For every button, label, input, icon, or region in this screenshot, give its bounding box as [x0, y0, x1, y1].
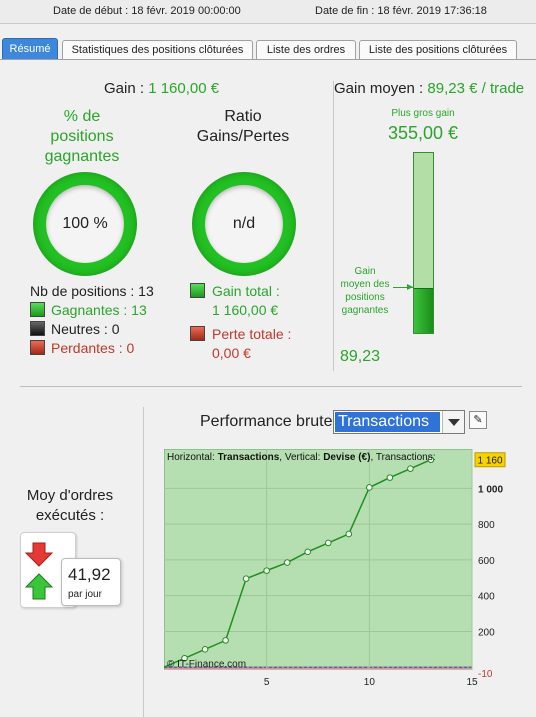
ratio-value: n/d	[205, 185, 283, 263]
gain-gauge	[413, 152, 434, 334]
section-divider	[20, 386, 522, 387]
settings-wrench-icon[interactable]: ✎	[469, 411, 487, 429]
ratio-title: Ratio Gains/Pertes	[196, 108, 290, 145]
performance-chart: 5 10 15 1 000 800 600 400 200 -10 Horizontal: Tra…	[164, 449, 506, 688]
chart-series-line	[164, 459, 432, 668]
avg-caption: Gain moyen des positions gagnantes	[340, 266, 390, 316]
pct-value: 100 %	[46, 185, 124, 263]
chart-header: Horizontal: Transactions, Vertical: Devi…	[167, 452, 435, 463]
chevron-down-icon[interactable]	[442, 411, 464, 433]
gain-total-label: Gain total :	[212, 283, 280, 299]
neutral-count: Neutres : 0	[51, 321, 120, 337]
losing-swatch	[30, 340, 45, 355]
end-date: Date de fin : 18 févr. 2019 17:36:18	[315, 5, 487, 17]
bottom-column-divider	[143, 407, 144, 717]
performance-select-value: Transactions	[335, 412, 440, 432]
performance-select[interactable]: Transactions	[333, 410, 465, 434]
chart-watermark: © IT-Finance.com	[167, 659, 246, 670]
chart-x-tick-label: 15	[466, 677, 478, 688]
plus-gros-value: 355,00 €	[387, 123, 459, 143]
chart-y-tick-label: -10	[478, 669, 493, 680]
gain-value: 1 160,00 €	[148, 80, 220, 97]
nb-positions: Nb de positions : 13	[30, 283, 154, 299]
chart-last-value-badge	[474, 452, 506, 468]
gain-total-swatch	[190, 283, 205, 298]
chart-point	[324, 539, 332, 547]
avg-pointer-line	[393, 287, 413, 288]
chart-point	[283, 559, 291, 566]
tab-liste-positions[interactable]: Liste des positions clôturées	[359, 40, 517, 59]
chart-x-tick-label: 10	[364, 677, 376, 688]
chart-point	[366, 484, 373, 491]
chart-y-tick-label: 1 000	[478, 484, 503, 495]
chart-last-value-label: 1 160	[477, 456, 502, 467]
chart-point	[222, 637, 229, 644]
chart-y-tick-label: 600	[478, 556, 495, 567]
start-date: Date de début : 18 févr. 2019 00:00:00	[53, 5, 241, 17]
chart-point	[345, 530, 353, 538]
perte-total-swatch	[190, 326, 205, 341]
orders-value-card: 41,92 par jour	[61, 558, 121, 606]
avg-pointer-arrow	[407, 284, 413, 290]
resume-panel: Gain : 1 160,00 € % de positions gagnant…	[0, 60, 536, 717]
pct-gauge: 100 %	[33, 172, 137, 276]
gain-moyen: Gain moyen : 89,23 € / trade	[334, 80, 525, 97]
pct-title: % de positions gagnantes	[44, 108, 120, 165]
chart-y-tick-label: 200	[478, 627, 495, 638]
gain-gauge-fill	[414, 287, 433, 333]
perte-total-label: Perte totale :	[212, 326, 292, 342]
plus-gros-label: Plus gros gain	[391, 108, 455, 119]
chart-point	[427, 456, 435, 464]
chart-point	[386, 474, 394, 481]
gain-summary: Gain : 1 160,00 €	[104, 80, 220, 97]
performance-label: Performance brute	[200, 413, 333, 430]
gain-total-value: 1 160,00 €	[212, 302, 279, 318]
perte-total-value: 0,00 €	[212, 345, 251, 361]
date-bar: Date de début : 18 févr. 2019 00:00:00 D…	[0, 0, 536, 24]
orders-arrows-icon	[24, 542, 54, 600]
chart-point	[201, 646, 209, 653]
neutral-swatch	[30, 321, 45, 336]
losing-count: Perdantes : 0	[51, 340, 135, 356]
chart-point	[263, 567, 270, 574]
chart-y-tick-label: 800	[478, 520, 495, 531]
winning-count: Gagnantes : 13	[51, 302, 147, 318]
ratio-gauge: n/d	[192, 172, 296, 276]
chart-point	[242, 575, 250, 582]
orders-unit: par jour	[68, 589, 102, 600]
chart-point	[407, 465, 414, 472]
tab-statistiques[interactable]: Statistiques des positions clôturées	[62, 40, 253, 59]
chart-x-tick-label: 5	[264, 677, 270, 688]
column-divider	[333, 81, 334, 371]
chart-point	[181, 654, 188, 662]
tab-bar: Résumé Statistiques des positions clôtur…	[0, 24, 536, 60]
tab-liste-ordres[interactable]: Liste des ordres	[256, 40, 356, 59]
avg-value: 89,23	[340, 348, 381, 365]
winning-swatch	[30, 302, 45, 317]
tab-resume[interactable]: Résumé	[2, 38, 58, 59]
chart-gain-area	[164, 449, 473, 668]
orders-title: Moy d'ordres exécutés :	[26, 487, 114, 524]
chart-point	[304, 548, 312, 556]
chart-y-tick-label: 400	[478, 592, 495, 603]
tab-divider	[0, 59, 536, 60]
orders-value: 41,92	[68, 565, 111, 584]
